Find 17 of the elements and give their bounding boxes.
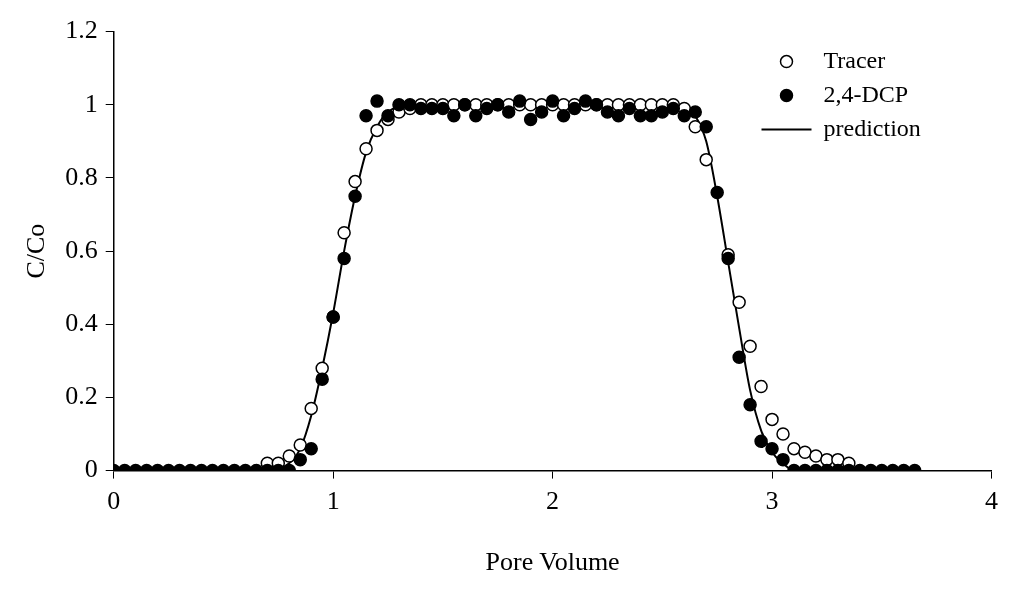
y-tick-label: 0.4 [65,308,98,338]
x-tick-label: 1 [326,486,340,516]
legend-label: 2,4-DCP [823,80,909,107]
y-tick-label: 0.8 [65,161,98,191]
y-tick-label: 1 [84,88,98,118]
legend-label: Tracer [823,46,886,73]
x-tick-label: 3 [765,486,779,516]
x-tick-label: 4 [985,486,998,516]
y-tick-label: 0.6 [65,234,98,264]
x-tick-label: 2 [546,486,560,516]
x-tick-label: 0 [107,486,121,516]
y-tick-label: 1.2 [65,15,98,45]
y-tick-label: 0 [84,454,98,484]
x-axis-title: Pore Volume [485,547,620,577]
y-tick-label: 0.2 [65,381,98,411]
legend-label: prediction [823,114,921,141]
y-axis-title: C/Co [21,223,51,279]
